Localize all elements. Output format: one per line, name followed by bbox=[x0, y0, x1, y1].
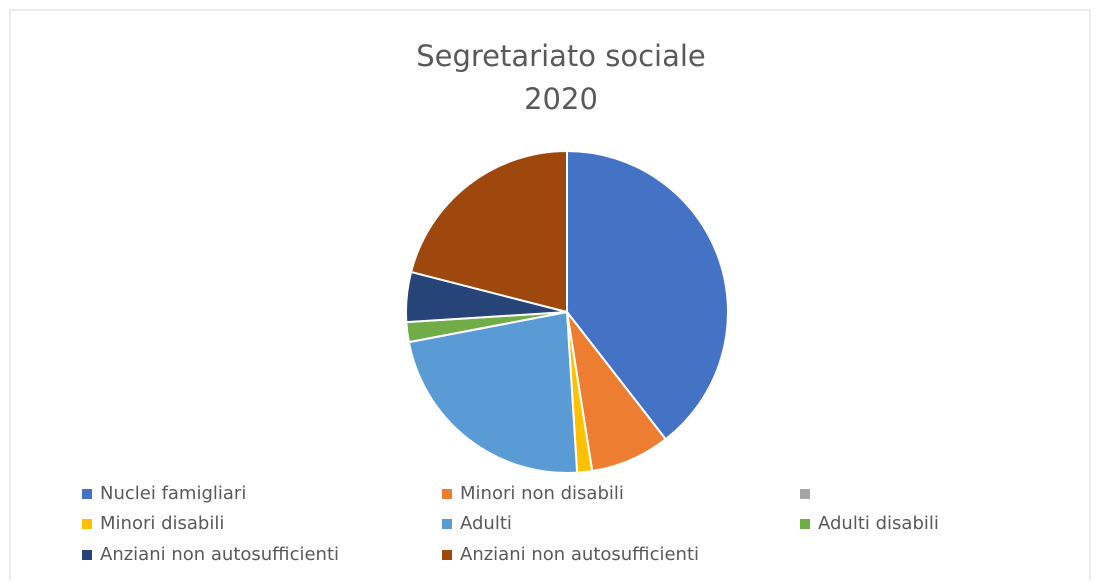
legend-label: Minori non disabili bbox=[460, 483, 624, 504]
legend-swatch bbox=[82, 519, 92, 529]
chart-subtitle: 2020 bbox=[524, 82, 598, 116]
legend-label: Minori disabili bbox=[100, 513, 224, 534]
pie-slice bbox=[409, 149, 568, 314]
chart-title: Segretariato sociale bbox=[416, 39, 706, 73]
legend-swatch bbox=[442, 519, 452, 529]
legend-label: Adulti disabili bbox=[818, 513, 939, 534]
legend-label: Anziani non autosufficienti bbox=[100, 544, 339, 565]
pie-slice bbox=[407, 310, 579, 474]
legend-swatch bbox=[82, 550, 92, 560]
legend-label: Anziani non autosufficienti bbox=[460, 544, 699, 565]
legend-swatch bbox=[800, 489, 810, 499]
legend-swatch bbox=[442, 550, 452, 560]
legend-swatch bbox=[800, 519, 810, 529]
legend-label: Adulti bbox=[460, 513, 512, 534]
pie-slice bbox=[566, 149, 729, 441]
legend-label: Nuclei famigliari bbox=[100, 483, 246, 504]
legend-swatch bbox=[82, 489, 92, 499]
legend-swatch bbox=[442, 489, 452, 499]
